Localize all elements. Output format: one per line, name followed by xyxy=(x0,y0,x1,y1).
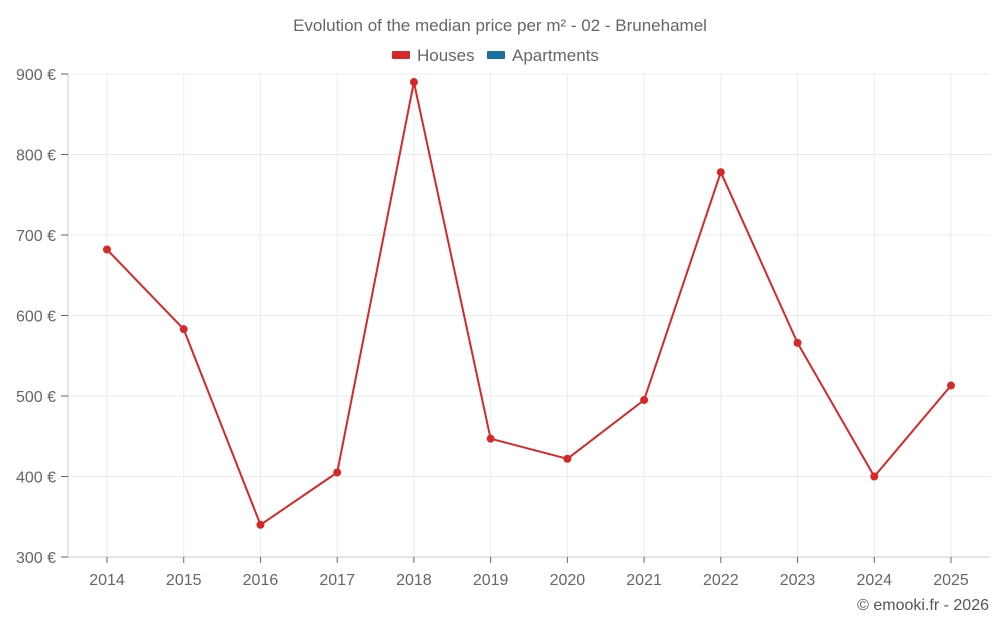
chart-title: Evolution of the median price per m² - 0… xyxy=(293,16,707,35)
data-point-houses-2016[interactable] xyxy=(256,520,265,529)
x-axis-ticks: 2014 2015 2016 2017 2018 2019 2020 2021 2022 2023… xyxy=(89,557,969,589)
x-tick-label: 2018 xyxy=(396,572,432,589)
credit-text: © emooki.fr - 2026 xyxy=(857,597,989,614)
legend-item-houses[interactable]: Houses xyxy=(392,46,475,65)
y-tick-label: 600 € xyxy=(16,309,56,326)
x-tick-label: 2020 xyxy=(550,572,586,589)
x-tick-label: 2022 xyxy=(703,572,739,589)
x-tick-label: 2017 xyxy=(319,572,355,589)
y-tick-label: 900 € xyxy=(16,67,56,84)
data-point-houses-2017[interactable] xyxy=(333,468,342,477)
legend-label-houses: Houses xyxy=(417,46,475,65)
legend-swatch-houses xyxy=(392,51,410,59)
data-point-houses-2022[interactable] xyxy=(716,168,725,177)
x-tick-label: 2019 xyxy=(473,572,509,589)
data-point-houses-2020[interactable] xyxy=(563,454,572,463)
data-point-houses-2023[interactable] xyxy=(793,338,802,347)
series-line-houses xyxy=(106,81,952,526)
data-point-houses-2014[interactable] xyxy=(103,245,111,254)
y-tick-label: 700 € xyxy=(16,228,56,245)
legend-label-apartments: Apartments xyxy=(512,46,599,65)
y-tick-label: 300 € xyxy=(16,550,56,567)
y-axis-ticks: 300 € 400 € 500 € 600 € 700 € 800 € 900 € xyxy=(16,67,68,567)
x-tick-label: 2023 xyxy=(780,572,816,589)
y-tick-label: 800 € xyxy=(16,148,56,165)
x-tick-label: 2015 xyxy=(166,572,202,589)
data-point-houses-2019[interactable] xyxy=(486,434,495,443)
series-layer xyxy=(103,78,955,529)
legend-item-apartments[interactable]: Apartments xyxy=(487,46,599,65)
y-tick-label: 400 € xyxy=(16,470,56,487)
data-point-houses-2021[interactable] xyxy=(640,396,649,405)
x-tick-label: 2021 xyxy=(626,572,662,589)
x-tick-label: 2024 xyxy=(856,572,892,589)
data-point-houses-2025[interactable] xyxy=(947,381,955,390)
legend: Houses Apartments xyxy=(392,46,599,65)
data-point-houses-2024[interactable] xyxy=(870,472,879,481)
y-tick-label: 500 € xyxy=(16,389,56,406)
x-tick-label: 2014 xyxy=(89,572,125,589)
legend-swatch-apartments xyxy=(487,51,505,59)
data-point-houses-2018[interactable] xyxy=(409,78,418,87)
x-tick-label: 2025 xyxy=(933,572,969,589)
grid-layer xyxy=(68,73,990,557)
data-point-houses-2015[interactable] xyxy=(179,325,188,334)
x-tick-label: 2016 xyxy=(243,572,279,589)
